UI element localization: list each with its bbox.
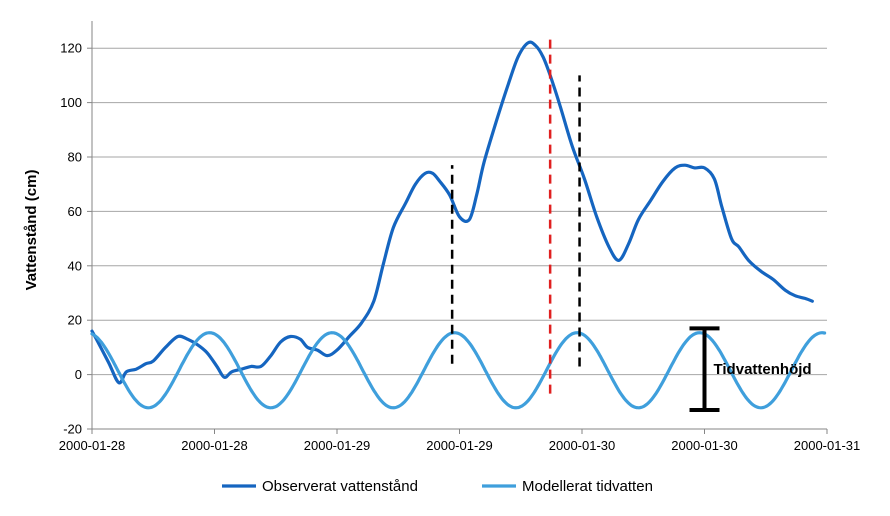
range-label: Tidvattenhöjd <box>714 361 812 378</box>
legend-label: Modellerat tidvatten <box>522 478 653 495</box>
x-tick-label: 2000-01-30 <box>671 438 738 453</box>
x-tick-label: 2000-01-30 <box>549 438 616 453</box>
legend-label: Observerat vattenstånd <box>262 478 418 495</box>
y-tick-label: -20 <box>63 422 82 437</box>
axes <box>87 21 828 434</box>
gridlines <box>92 47 827 376</box>
series-line-observed <box>90 40 814 385</box>
x-tick-labels: 2000-01-28 2000-01-28 2000-01-29 2000-01-29… <box>59 438 861 453</box>
series-lines <box>90 40 827 410</box>
y-tick-label: 80 <box>68 150 82 165</box>
x-tick-label: 2000-01-31 <box>794 438 861 453</box>
legend: Observerat vattenstånd Modellerat tidvatt… <box>222 478 653 495</box>
x-tick-label: 2000-01-29 <box>426 438 493 453</box>
x-tick-label: 2000-01-28 <box>181 438 248 453</box>
y-tick-label: 20 <box>68 313 82 328</box>
y-tick-label: 0 <box>75 367 82 382</box>
x-tick-label: 2000-01-28 <box>59 438 126 453</box>
y-tick-labels: -20 0 20 40 60 80 100 120 <box>60 41 82 437</box>
x-tick-label: 2000-01-29 <box>304 438 371 453</box>
annotations: Tidvattenhöjd <box>450 37 812 412</box>
y-tick-label: 100 <box>60 95 82 110</box>
y-tick-label: 60 <box>68 204 82 219</box>
y-tick-label: 40 <box>68 258 82 273</box>
y-tick-label: 120 <box>60 41 82 56</box>
y-axis-label: Vattenstånd (cm) <box>23 170 40 291</box>
